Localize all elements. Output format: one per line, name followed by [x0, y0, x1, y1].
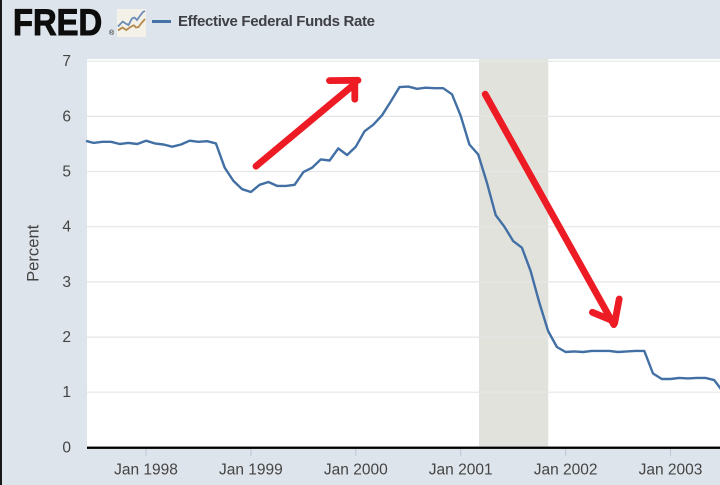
svg-text:2: 2: [62, 329, 71, 346]
svg-text:Percent: Percent: [23, 224, 42, 282]
svg-text:7: 7: [62, 53, 71, 70]
svg-text:Jan 1998: Jan 1998: [114, 462, 178, 479]
svg-text:3: 3: [62, 274, 71, 291]
svg-text:5: 5: [62, 164, 71, 181]
svg-text:6: 6: [62, 108, 71, 125]
svg-text:0: 0: [62, 439, 71, 456]
svg-text:Jan 2000: Jan 2000: [324, 462, 388, 479]
svg-text:Jan 2003: Jan 2003: [639, 462, 703, 479]
svg-text:Jan 1999: Jan 1999: [219, 462, 283, 479]
svg-text:Jan 2001: Jan 2001: [429, 462, 493, 479]
svg-text:Jan 2002: Jan 2002: [534, 462, 598, 479]
svg-text:1: 1: [62, 384, 71, 401]
svg-text:4: 4: [62, 219, 71, 236]
